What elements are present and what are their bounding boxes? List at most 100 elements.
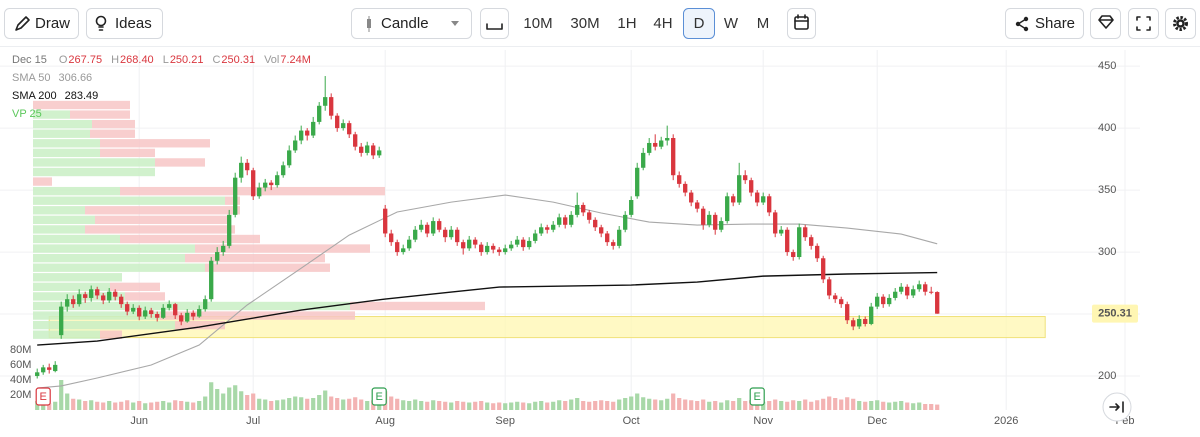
calendar-button[interactable]: [787, 8, 816, 39]
candle-body: [515, 239, 520, 245]
earnings-marker[interactable]: E: [35, 387, 51, 406]
volume-bar: [593, 401, 598, 410]
candle-body: [359, 146, 364, 153]
candle-body: [245, 162, 250, 171]
candle-body: [41, 367, 46, 373]
y-tick-label: 350: [1098, 184, 1116, 196]
x-tick-label: Jul: [246, 415, 260, 427]
volume-bar: [107, 401, 112, 410]
candle-body: [869, 306, 874, 324]
interval-label[interactable]: 1H: [617, 15, 636, 32]
profile-down: [185, 253, 325, 263]
candle-body: [179, 315, 184, 322]
draw-button[interactable]: Draw: [4, 8, 79, 39]
volume-bar: [491, 403, 496, 410]
last-price-badge: [1092, 304, 1138, 323]
interval-button[interactable]: W: [724, 15, 739, 32]
earnings-label[interactable]: E: [40, 391, 47, 403]
earnings-box[interactable]: [749, 387, 765, 406]
volume-bar: [563, 401, 568, 410]
interval-button[interactable]: 4H: [653, 15, 672, 32]
candle-body: [851, 320, 856, 327]
candle-body: [173, 304, 178, 316]
volume-bar: [353, 397, 358, 410]
volume-bar: [149, 402, 154, 410]
ideas-button[interactable]: Ideas: [86, 8, 163, 39]
earnings-label[interactable]: E: [376, 391, 383, 403]
volume-bar: [413, 399, 418, 410]
volume-bar: [629, 396, 634, 410]
candle-body: [863, 319, 868, 324]
bulb-icon: [95, 15, 107, 27]
scroll-to-end-button[interactable]: [1102, 392, 1132, 422]
candle-body: [779, 229, 784, 234]
volume-bar: [725, 400, 730, 410]
fullscreen-frame[interactable]: [1128, 8, 1159, 39]
legend-profile-name: VP 25: [12, 108, 42, 120]
candle-body: [455, 229, 460, 243]
volume-bar: [461, 401, 466, 410]
premium-button[interactable]: [1090, 8, 1121, 39]
candle-body: [917, 284, 922, 290]
volume-bar: [653, 399, 658, 410]
legend-series-value: 306.66: [59, 72, 93, 84]
share-button[interactable]: Share: [1005, 8, 1084, 39]
earnings-label[interactable]: E: [754, 391, 761, 403]
volume-bar: [137, 401, 142, 410]
profile-down: [120, 234, 260, 244]
draw-label: Draw: [35, 15, 70, 32]
interval-label[interactable]: 4H: [653, 15, 672, 32]
gear-teeth: [1173, 16, 1188, 31]
earnings-marker[interactable]: E: [371, 387, 387, 406]
compare-button[interactable]: [480, 8, 509, 39]
calendar-frame[interactable]: [787, 8, 816, 39]
volume-bar: [665, 398, 670, 410]
candle-body: [317, 105, 322, 122]
volume-bar: [623, 398, 628, 410]
volume-bar: [419, 401, 424, 410]
interval-button[interactable]: D: [683, 8, 715, 39]
candle-body: [419, 224, 424, 230]
candle-body: [857, 319, 862, 327]
profile-down: [125, 292, 165, 301]
settings-button[interactable]: [1165, 8, 1196, 39]
earnings-box[interactable]: [35, 387, 51, 406]
earnings-marker[interactable]: E: [749, 387, 765, 406]
earnings-box[interactable]: [371, 387, 387, 406]
interval-active-frame[interactable]: [683, 8, 715, 39]
interval-button[interactable]: M: [757, 15, 770, 32]
candle-body: [119, 296, 124, 305]
candle-body: [425, 224, 430, 234]
interval-label[interactable]: M: [757, 15, 770, 32]
draw-button-frame[interactable]: [4, 8, 79, 39]
premium-frame[interactable]: [1090, 8, 1121, 39]
candle-body: [221, 245, 226, 253]
fullscreen-button[interactable]: [1128, 8, 1159, 39]
candle-body: [461, 242, 466, 249]
interval-button[interactable]: 10M: [523, 15, 552, 32]
interval-button[interactable]: 30M: [570, 15, 599, 32]
interval-label[interactable]: W: [724, 15, 739, 32]
volume-bar: [839, 399, 844, 410]
candle-body: [809, 237, 814, 246]
interval-label[interactable]: D: [694, 15, 705, 32]
candle-body: [743, 175, 748, 181]
ideas-button-frame[interactable]: [86, 8, 163, 39]
chart-type-select[interactable]: Candle: [351, 8, 472, 39]
interval-label[interactable]: 10M: [523, 15, 552, 32]
volume-bar: [875, 400, 880, 410]
volume-bar: [113, 402, 118, 410]
volume-bar: [545, 402, 550, 410]
legend-series-name: SMA 50: [12, 72, 51, 84]
volume-bar: [221, 393, 226, 410]
interval-label[interactable]: 30M: [570, 15, 599, 32]
candle-body: [899, 286, 904, 292]
volume-bar: [509, 402, 514, 410]
volume-bar: [701, 399, 706, 410]
interval-button[interactable]: 1H: [617, 15, 636, 32]
compare-frame[interactable]: [480, 8, 509, 39]
share-frame[interactable]: [1005, 8, 1084, 39]
profile-up: [33, 158, 155, 167]
select-frame[interactable]: [351, 8, 472, 39]
interval-group: 10M 30M 1H 4H D W M: [523, 8, 770, 39]
